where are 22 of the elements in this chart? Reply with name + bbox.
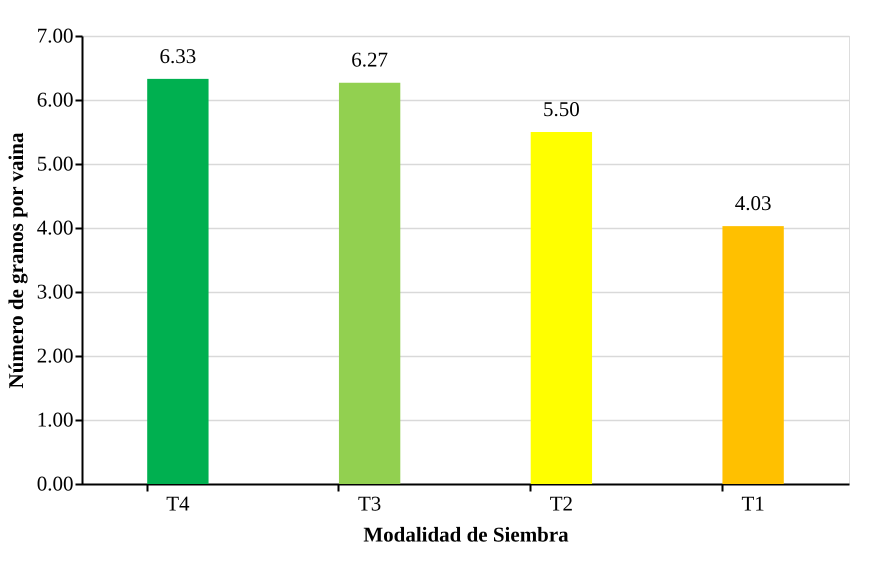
y-tick-label: 4.00 — [36, 216, 74, 240]
data-label: 6.33 — [160, 44, 196, 68]
y-tick-label: 7.00 — [36, 24, 74, 48]
y-tick-label: 5.00 — [36, 152, 74, 176]
y-tick-label: 2.00 — [36, 344, 74, 368]
data-label: 4.03 — [734, 191, 772, 216]
bar — [338, 82, 400, 484]
x-tick-label: T1 — [741, 492, 765, 516]
bar — [722, 226, 784, 484]
x-tick-label: T2 — [550, 492, 574, 516]
y-axis-title: Número de granos por vaina — [4, 132, 28, 388]
data-label: 5.50 — [543, 97, 580, 121]
y-tick-label: 3.00 — [36, 280, 74, 304]
y-tick-label: 0.00 — [36, 472, 74, 496]
data-label: 6.27 — [351, 48, 388, 72]
y-tick-label: 6.00 — [36, 88, 74, 112]
bar — [530, 132, 592, 484]
x-tick-label: T4 — [166, 492, 190, 516]
x-axis-title: Modalidad de Siembra — [363, 522, 570, 546]
y-tick-label: 1.00 — [36, 408, 74, 432]
x-tick-label: T3 — [358, 492, 382, 516]
bar — [147, 78, 209, 484]
